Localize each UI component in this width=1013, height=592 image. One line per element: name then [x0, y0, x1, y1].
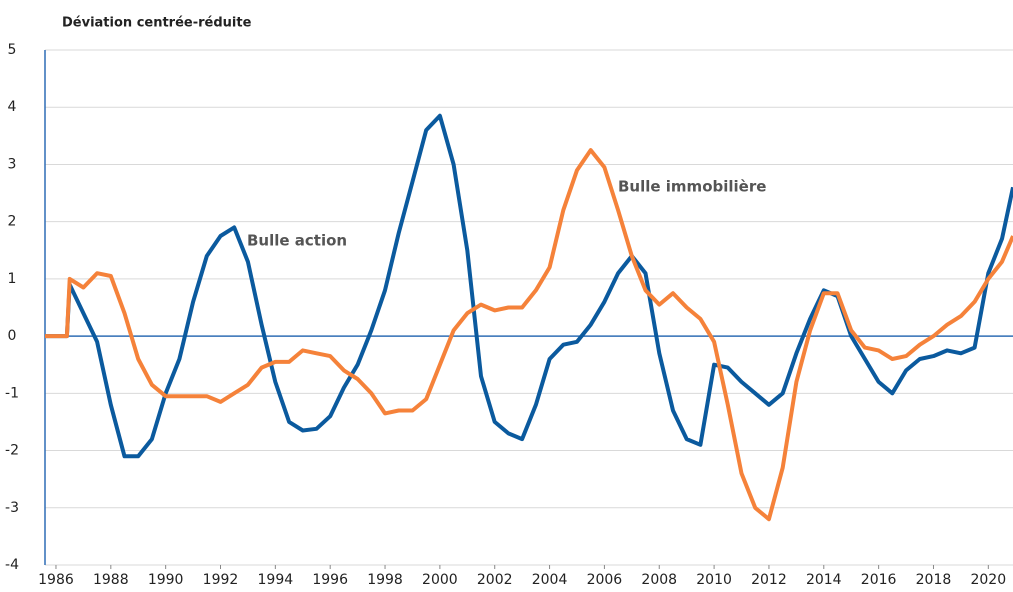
x-tick-label: 2014	[806, 572, 842, 588]
y-tick-label: 1	[8, 271, 17, 287]
y-tick-label: 0	[8, 328, 17, 344]
x-tick-label: 2002	[477, 572, 513, 588]
x-tick-label: 1998	[367, 572, 403, 588]
x-tick-label: 1990	[148, 572, 184, 588]
x-tick-label: 2008	[641, 572, 677, 588]
x-tick-label: 1988	[93, 572, 129, 588]
x-tick-label: 2004	[532, 572, 568, 588]
line-series	[45, 113, 1013, 459]
line-series	[45, 148, 1013, 522]
y-tick-label: -1	[5, 385, 19, 401]
annotation: Bulle action	[247, 232, 347, 250]
annotation: Bulle immobilière	[618, 178, 766, 196]
x-tick-label: 2006	[587, 572, 623, 588]
x-tick-label: 2020	[970, 572, 1006, 588]
x-tick-label: 1986	[38, 572, 74, 588]
y-tick-label: -2	[5, 443, 19, 459]
y-tick-label: 2	[8, 214, 17, 230]
y-tick-label: -4	[5, 557, 19, 573]
y-tick-label: 5	[8, 42, 17, 58]
x-tick-label: 2016	[861, 572, 897, 588]
x-tick-label: 1992	[203, 572, 239, 588]
y-tick-label: 3	[8, 156, 17, 172]
x-tick-label: 2012	[751, 572, 787, 588]
y-tick-label: -3	[5, 500, 19, 516]
x-tick-label: 2018	[916, 572, 952, 588]
x-tick-label: 2000	[422, 572, 458, 588]
y-tick-label: 4	[8, 99, 17, 115]
chart-title: Déviation centrée-réduite	[62, 16, 252, 31]
x-tick-label: 1996	[312, 572, 348, 588]
x-tick-label: 1994	[258, 572, 294, 588]
x-tick-label: 2010	[696, 572, 732, 588]
